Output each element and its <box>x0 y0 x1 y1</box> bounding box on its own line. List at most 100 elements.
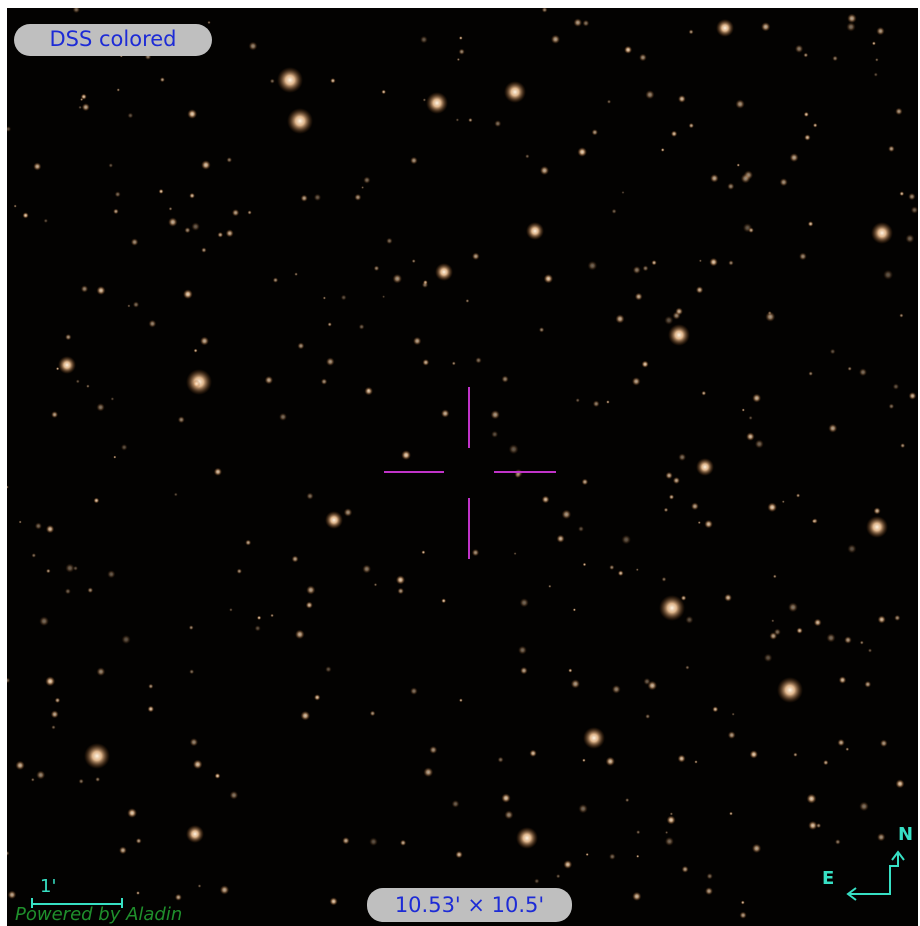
star <box>609 853 616 860</box>
star <box>611 684 621 694</box>
star <box>392 273 403 284</box>
star <box>426 92 448 114</box>
star <box>7 126 12 132</box>
star <box>269 78 275 84</box>
star <box>892 383 900 390</box>
survey-label[interactable]: DSS colored <box>14 24 212 56</box>
star <box>621 191 625 194</box>
star <box>130 238 139 246</box>
star <box>832 55 838 62</box>
star <box>572 608 577 612</box>
star <box>847 13 857 24</box>
star <box>735 99 745 109</box>
star <box>752 393 762 403</box>
star <box>617 570 624 577</box>
star <box>643 677 651 686</box>
star <box>591 129 598 136</box>
star <box>87 587 94 594</box>
star <box>705 887 713 896</box>
star <box>127 808 137 818</box>
star <box>84 743 110 769</box>
star <box>668 324 690 346</box>
star <box>908 392 917 400</box>
star <box>147 705 155 713</box>
star <box>539 165 550 176</box>
star <box>651 260 657 266</box>
star <box>229 608 233 612</box>
star <box>661 576 667 582</box>
star <box>698 259 702 263</box>
star <box>410 687 418 695</box>
star <box>742 223 753 233</box>
star <box>58 356 76 374</box>
star <box>45 676 56 687</box>
star <box>867 648 873 653</box>
star <box>256 615 262 620</box>
star <box>93 497 100 504</box>
star <box>900 443 906 449</box>
star <box>635 568 639 572</box>
star <box>245 539 252 546</box>
star <box>471 548 480 557</box>
star <box>621 534 631 545</box>
star <box>793 752 798 757</box>
star <box>401 450 411 460</box>
star <box>516 827 538 849</box>
star <box>297 342 305 350</box>
star <box>369 837 378 846</box>
star <box>771 619 775 623</box>
star <box>668 494 675 500</box>
star <box>72 8 80 14</box>
star <box>678 95 686 103</box>
star <box>236 568 242 574</box>
star <box>51 725 56 730</box>
star <box>65 563 75 573</box>
star <box>578 525 584 532</box>
star <box>899 313 904 318</box>
star <box>666 815 676 825</box>
star <box>508 444 519 455</box>
star <box>642 265 649 272</box>
star <box>325 511 343 529</box>
star <box>22 212 29 219</box>
star <box>664 836 674 846</box>
star <box>910 206 918 214</box>
star <box>373 265 380 272</box>
target-reticle <box>384 387 556 559</box>
star <box>746 432 755 441</box>
sky-image[interactable] <box>7 8 918 926</box>
star <box>363 176 371 184</box>
star <box>875 58 879 62</box>
star <box>113 208 119 215</box>
star <box>767 502 777 513</box>
star <box>748 415 753 420</box>
star <box>520 666 528 675</box>
star <box>314 694 321 701</box>
star <box>330 78 336 84</box>
star <box>823 759 829 766</box>
star <box>556 534 565 543</box>
star <box>326 357 335 367</box>
star <box>561 509 572 520</box>
star <box>395 575 406 585</box>
star <box>847 366 852 371</box>
star <box>847 544 857 554</box>
star <box>779 178 788 187</box>
star <box>381 89 387 95</box>
star <box>877 833 886 842</box>
star <box>279 412 287 421</box>
star <box>811 519 817 524</box>
north-label: N <box>898 824 914 845</box>
star <box>763 653 773 663</box>
star <box>669 812 674 816</box>
star <box>859 640 864 645</box>
star <box>159 77 165 83</box>
star <box>361 186 365 189</box>
star <box>291 555 299 563</box>
star <box>808 371 813 376</box>
star <box>583 727 605 749</box>
star <box>727 731 736 739</box>
star <box>697 521 701 525</box>
star <box>709 257 718 267</box>
